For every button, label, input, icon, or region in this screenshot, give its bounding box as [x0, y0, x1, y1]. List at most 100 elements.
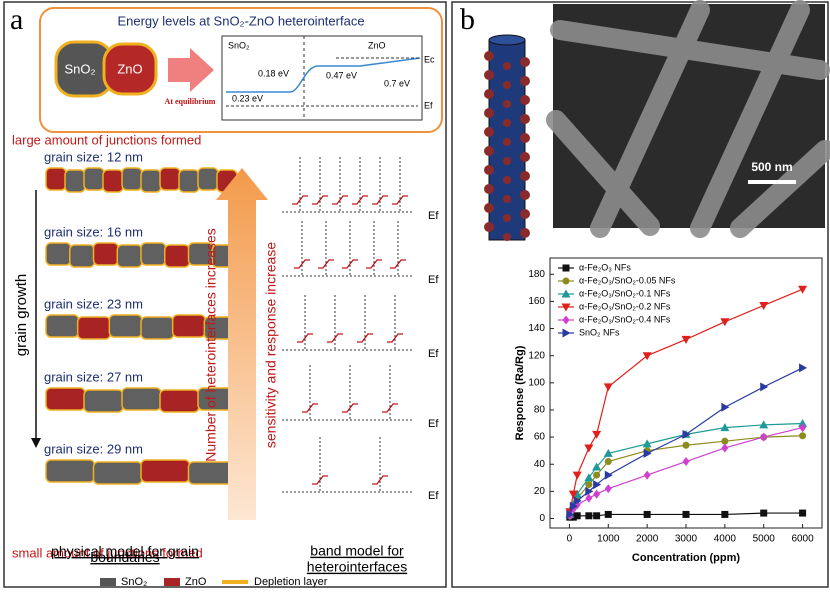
fermi-label: Ef	[428, 418, 439, 430]
legend-label: α-Fe₂O₃/SnO₂-0.4 NFs	[579, 314, 671, 324]
grain-size: grain size: 12 nm	[44, 149, 143, 164]
panel-label: a	[10, 3, 23, 36]
band-label: 0.47 eV	[326, 70, 357, 80]
fermi-label: Ef	[428, 490, 439, 502]
y-tick-label: 40	[534, 459, 546, 470]
caption-line: heterointerfaces	[307, 559, 407, 575]
grain	[117, 245, 142, 267]
grain	[46, 243, 71, 265]
bead	[520, 152, 530, 162]
bead	[503, 157, 511, 165]
band-label: ZnO	[368, 40, 386, 50]
grain	[141, 317, 174, 339]
bead	[484, 184, 494, 194]
marker	[721, 511, 728, 518]
x-tick-label: 2000	[636, 534, 659, 545]
y-tick-label: 0	[539, 513, 545, 524]
x-tick-label: 1000	[597, 534, 620, 545]
marker	[585, 512, 592, 519]
caption: boundaries	[90, 549, 159, 565]
bead	[503, 62, 511, 70]
y-tick-label: 120	[528, 350, 545, 361]
y-tick-label: 140	[528, 323, 545, 334]
grain	[46, 460, 95, 482]
x-tick-label: 5000	[753, 534, 776, 545]
grain	[198, 168, 218, 190]
marker	[593, 472, 600, 479]
marker	[563, 278, 570, 285]
scale-bar	[748, 180, 796, 184]
marker	[644, 511, 651, 518]
bead	[503, 214, 511, 222]
bead	[520, 114, 530, 124]
grain	[141, 243, 166, 265]
marker	[799, 510, 806, 517]
panel-label: b	[460, 3, 475, 36]
marker	[593, 512, 600, 519]
fermi-label: Ef	[428, 274, 439, 286]
grain	[165, 245, 190, 267]
grain	[122, 168, 142, 190]
caption-line: band model for	[310, 543, 404, 559]
fermi-label: Ef	[428, 210, 439, 222]
x-tick-label: 4000	[714, 534, 737, 545]
bead	[484, 51, 494, 61]
grain	[173, 315, 206, 337]
bead	[484, 70, 494, 80]
grain	[160, 390, 199, 412]
marker	[605, 511, 612, 518]
band-label: SnO₂	[228, 40, 250, 50]
note: large amount of junctions formed	[12, 132, 201, 147]
bead	[503, 119, 511, 127]
bead	[503, 176, 511, 184]
grain	[109, 315, 142, 337]
y-tick-label: 160	[528, 296, 545, 307]
x-tick-label: 3000	[675, 534, 698, 545]
grain	[70, 245, 95, 267]
grain	[84, 168, 104, 190]
bead	[520, 133, 530, 143]
y-tick-label: 100	[528, 377, 545, 388]
marker	[574, 512, 581, 519]
grain-size: grain size: 29 nm	[44, 441, 143, 456]
y-axis-label: Response (Ra/Rg)	[514, 345, 526, 440]
grain	[46, 388, 85, 410]
legend-label: α-Fe₂O₃/SnO₂-0.05 NFs	[579, 275, 676, 285]
grain	[78, 317, 111, 339]
legend-swatch	[100, 578, 116, 586]
grain	[141, 460, 190, 482]
marker	[760, 510, 767, 517]
arrow-label: Number of heterointerfaces increases	[203, 228, 219, 461]
bead	[520, 228, 530, 238]
grain-size: grain size: 16 nm	[44, 224, 143, 239]
bead	[520, 209, 530, 219]
bead	[520, 76, 530, 86]
bead	[520, 95, 530, 105]
grain	[46, 168, 66, 190]
inset-title: Energy levels at SnO₂-ZnO heterointerfac…	[117, 13, 364, 28]
growth-arrow-head	[31, 438, 41, 448]
legend-label: Depletion layer	[254, 576, 328, 588]
legend-label: α-Fe₂O₃/SnO₂-0.1 NFs	[579, 288, 671, 298]
bead	[520, 57, 530, 67]
band-label: Ef	[424, 100, 433, 110]
particle-label: SnO₂	[64, 61, 95, 76]
figure: a b Energy levels at SnO₂-ZnO heterointe…	[0, 0, 830, 589]
grain-size: grain size: 23 nm	[44, 296, 143, 311]
grain	[122, 388, 161, 410]
legend-swatch	[222, 580, 248, 584]
chart: 0204060801001201401601800100020003000400…	[514, 258, 822, 564]
particle-label: ZnO	[117, 61, 142, 76]
grain	[65, 170, 85, 192]
marker	[683, 442, 690, 449]
marker	[605, 458, 612, 465]
legend-label: α-Fe₂O₃/SnO₂-0.2 NFs	[579, 301, 671, 311]
bead	[484, 165, 494, 175]
bead	[520, 190, 530, 200]
arrow-label: sensitivity and response increase	[263, 242, 279, 448]
band-label: 0.23 eV	[232, 93, 263, 103]
x-tick-label: 0	[567, 534, 573, 545]
caption-line: boundaries	[90, 549, 159, 565]
band-label: 0.18 eV	[258, 68, 289, 78]
